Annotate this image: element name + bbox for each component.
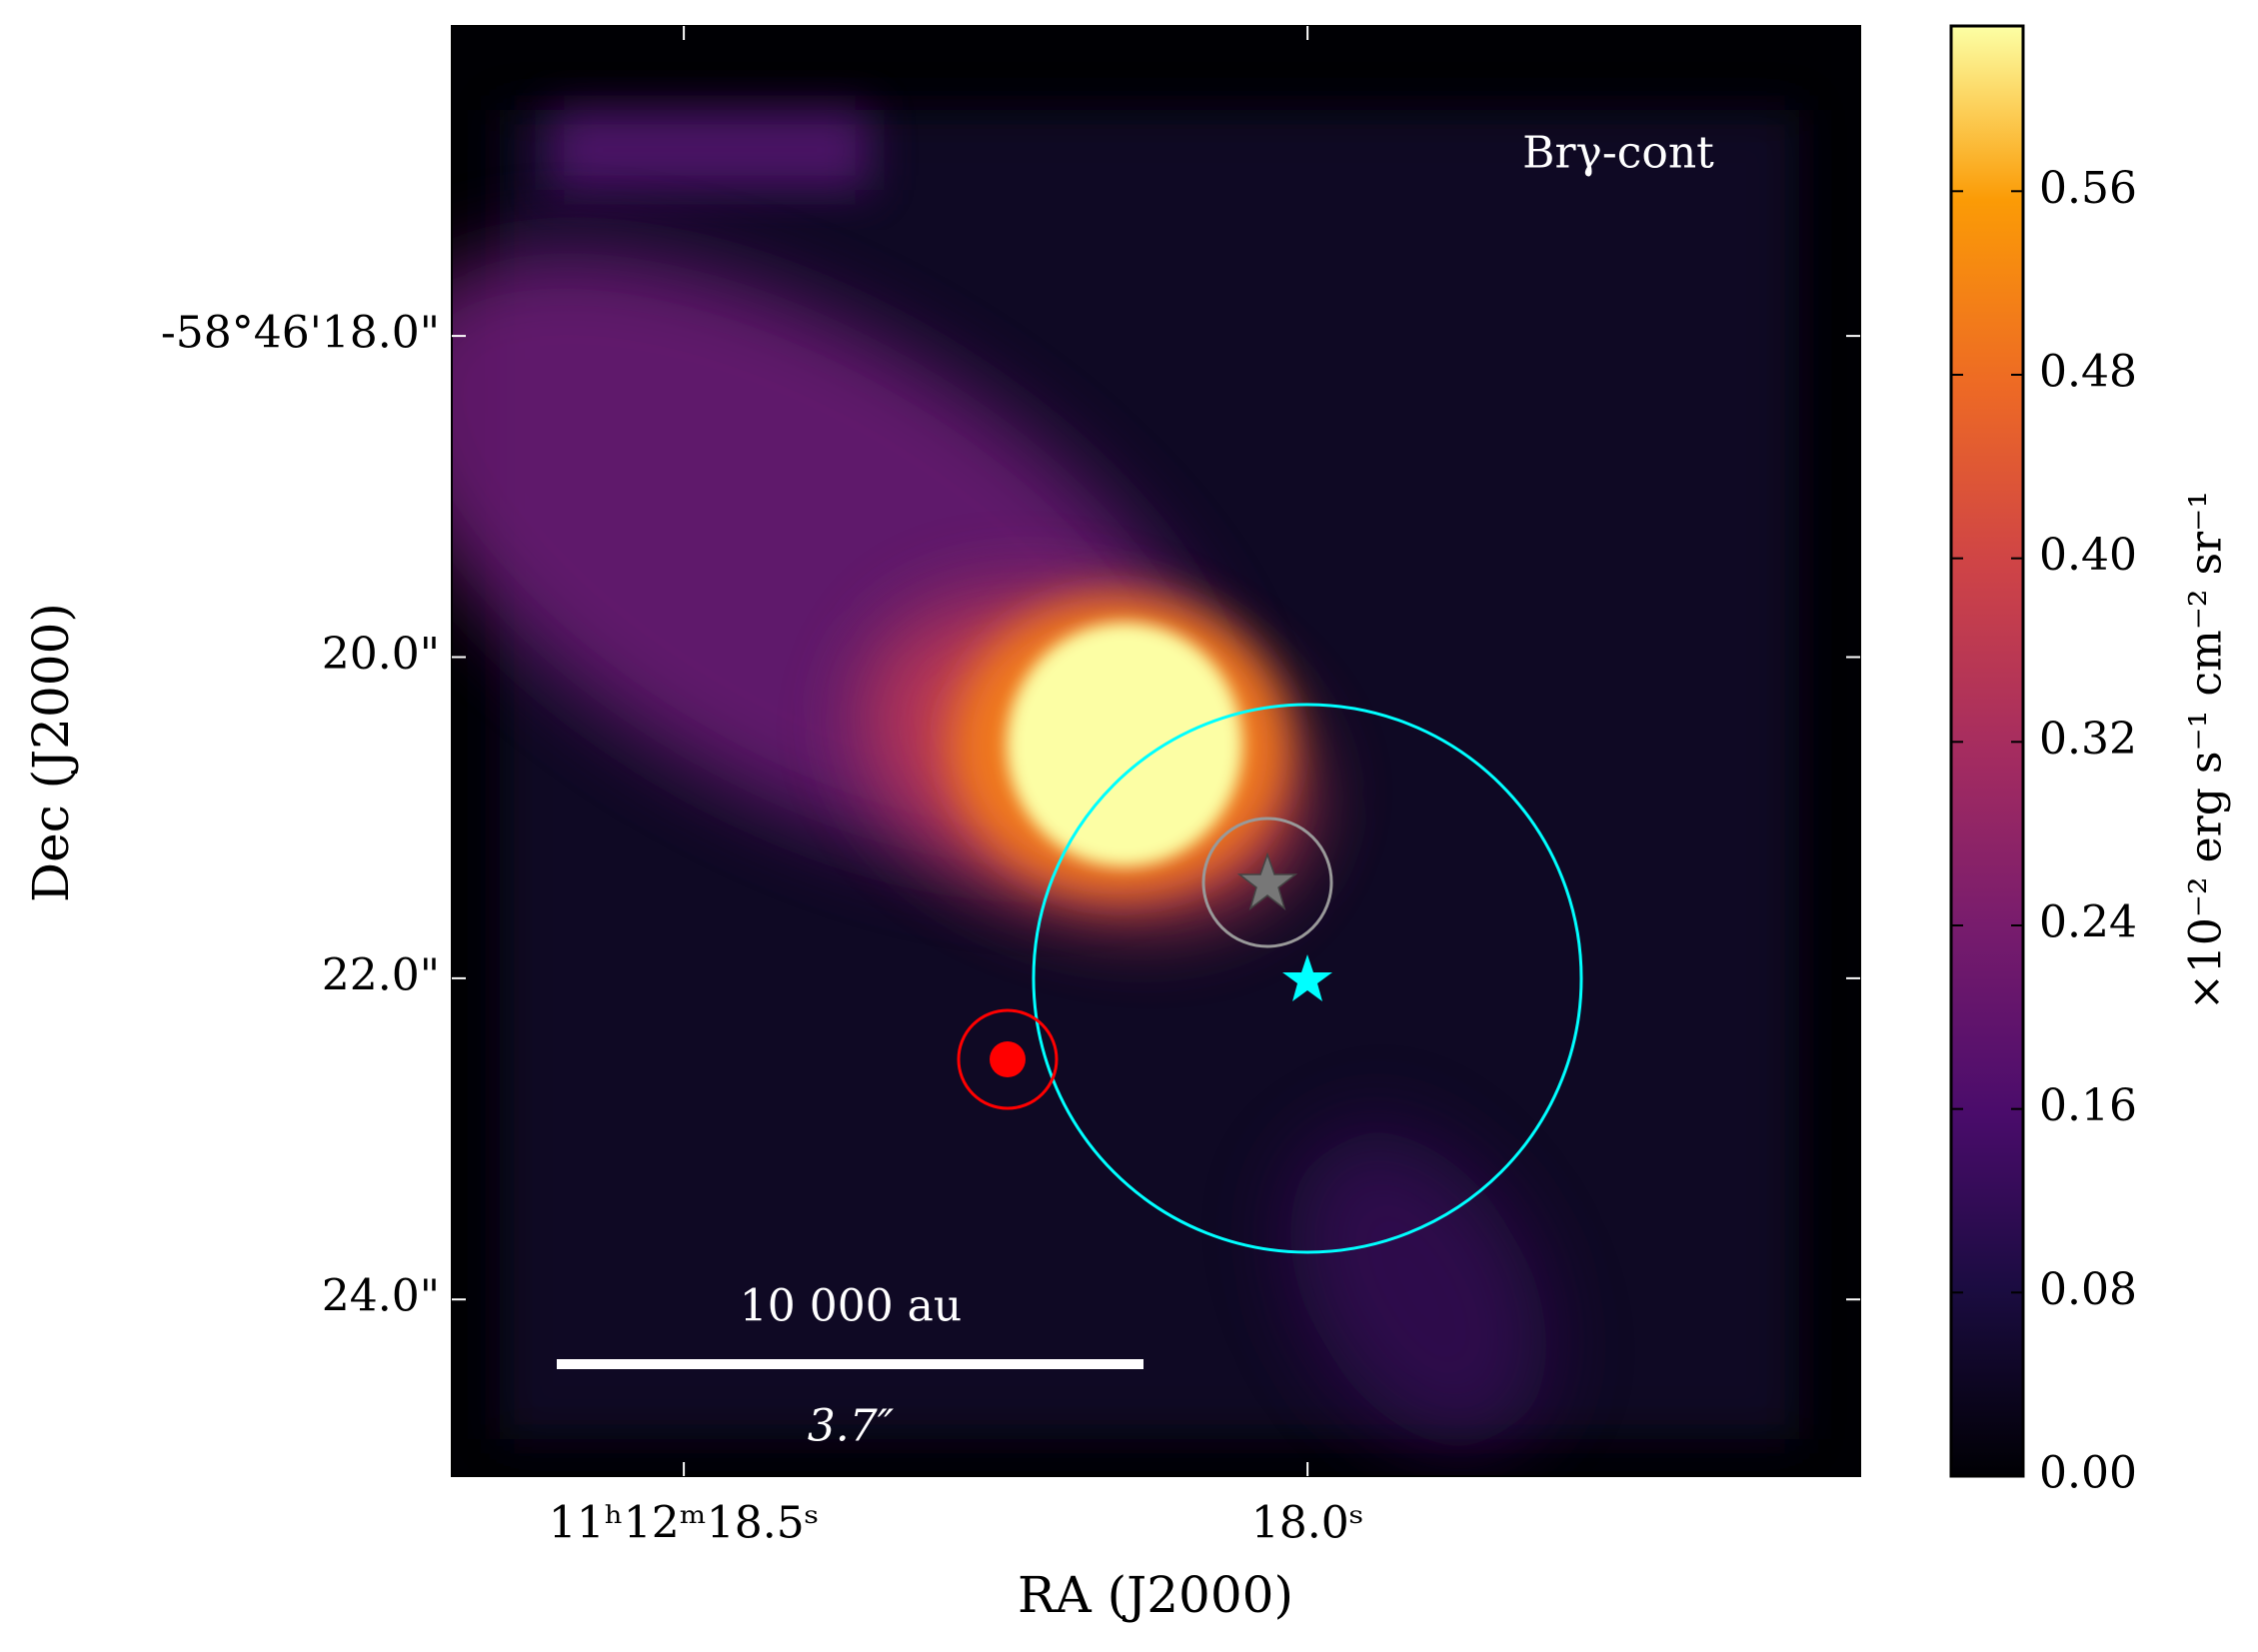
colorbar-label: ×10⁻² erg s⁻¹ cm⁻² sr⁻¹: [2181, 491, 2232, 1010]
colorbar-tick-label: 0.00: [2039, 1448, 2137, 1499]
y-tick-label: 22.0": [322, 949, 440, 1000]
y-tick-label: 24.0": [322, 1271, 440, 1322]
y-tick-label: -58°46'18.0": [161, 308, 440, 359]
red-dot: [990, 1041, 1026, 1077]
scale-bar-angle: 3.7″: [808, 1401, 895, 1452]
x-tick-label: 11ʰ12ᵐ18.5ˢ: [549, 1498, 820, 1549]
y-tick-label: 20.0": [322, 629, 440, 680]
colorbar-tick-label: 0.16: [2039, 1080, 2137, 1131]
colorbar: [1949, 24, 2025, 1478]
annotation: Brγ-cont: [1522, 128, 1714, 179]
colorbar-tick-label: 0.40: [2039, 530, 2137, 581]
gray-circle: [1201, 817, 1333, 948]
scale-bar-length: 10 000 au: [740, 1281, 963, 1332]
colorbar-tick-label: 0.48: [2039, 346, 2137, 397]
colorbar-tick-label: 0.08: [2039, 1264, 2137, 1315]
plot-frame: [451, 25, 1861, 1477]
colorbar-tick-label: 0.56: [2039, 163, 2137, 214]
beam-circle: [1032, 703, 1583, 1254]
y-axis-label: Dec (J2000): [22, 603, 80, 902]
x-axis-label: RA (J2000): [1018, 1566, 1293, 1624]
red-circle: [957, 1008, 1059, 1110]
colorbar-tick-label: 0.32: [2039, 714, 2137, 765]
cyan-star: [1282, 954, 1332, 1001]
gray-star: [1236, 851, 1298, 910]
x-tick-label: 18.0ˢ: [1251, 1498, 1364, 1549]
image: [452, 26, 1860, 1476]
colorbar-tick-label: 0.24: [2039, 896, 2137, 947]
